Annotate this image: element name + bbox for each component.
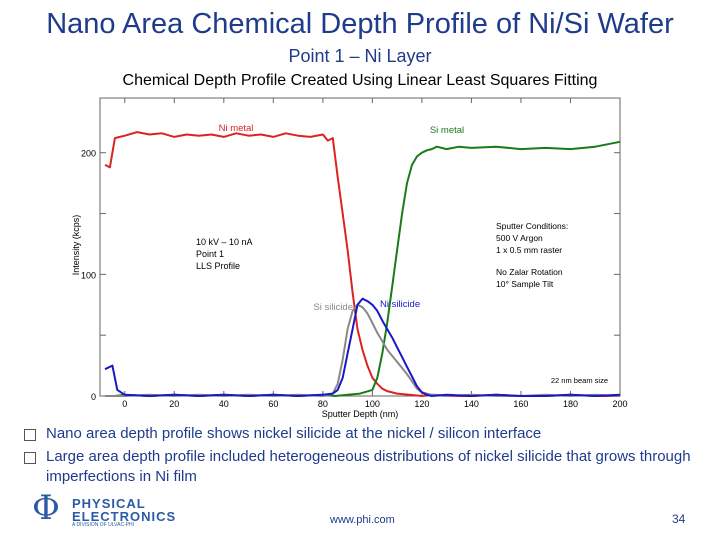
- chart-title: Chemical Depth Profile Created Using Lin…: [122, 72, 598, 89]
- y-tick-label: 100: [81, 270, 96, 280]
- series-line-ni-metal: [104, 131, 620, 397]
- conditions-annotation: 10 kV – 10 nA: [196, 237, 253, 247]
- slide-title: Nano Area Chemical Depth Profile of Ni/S…: [46, 8, 674, 40]
- company-logo: Φ PHYSICAL ELECTRONICS A DIVISION OF ULV…: [32, 488, 192, 532]
- conditions-annotation: Point 1: [196, 249, 224, 259]
- series-label-ni-silicide: Ni silicide: [380, 299, 420, 310]
- x-tick-label: 100: [365, 399, 380, 409]
- logo-text-line3: A DIVISION OF ULVAC-PHI: [72, 522, 135, 528]
- logo-text-line2: ELECTRONICS: [72, 509, 177, 524]
- sample-tilt-annotation: No Zalar Rotation: [496, 267, 563, 277]
- logo-text-line1: PHYSICAL: [72, 496, 146, 511]
- sputter-conditions-annotation: 500 V Argon: [496, 233, 543, 243]
- checkbox-bullet-icon: [24, 452, 36, 464]
- x-tick-label: 60: [268, 399, 278, 409]
- bullet-text: Nano area depth profile shows nickel sil…: [46, 425, 542, 442]
- x-axis-label: Sputter Depth (nm): [322, 409, 399, 419]
- checkbox-bullet-icon: [24, 429, 36, 441]
- x-tick-label: 20: [169, 399, 179, 409]
- slide-subtitle: Point 1 – Ni Layer: [288, 46, 432, 66]
- footer-url[interactable]: www.phi.com: [330, 514, 395, 526]
- x-tick-label: 80: [318, 399, 328, 409]
- sputter-conditions-annotation: 1 x 0.5 mm raster: [496, 245, 562, 255]
- bullet-list: Nano area depth profile shows nickel sil…: [20, 424, 710, 490]
- bullet-item: Nano area depth profile shows nickel sil…: [20, 424, 710, 444]
- x-tick-label: 40: [219, 399, 229, 409]
- x-tick-label: 140: [464, 399, 479, 409]
- x-tick-label: 200: [612, 399, 627, 409]
- depth-profile-chart: 0 20 40 60 80 100 120 140 160 180 200 0 100 200 Sputte…: [71, 97, 628, 419]
- x-tick-label: 0: [122, 399, 127, 409]
- x-tick-label: 160: [513, 399, 528, 409]
- y-tick-label: 0: [91, 392, 96, 402]
- sputter-conditions-annotation: Sputter Conditions:: [496, 221, 568, 231]
- y-axis-label: Intensity (kcps): [71, 215, 81, 276]
- series-label-ni-metal: Ni metal: [219, 123, 254, 134]
- series-label-si-metal: Si metal: [430, 125, 464, 136]
- sample-tilt-annotation: 10° Sample Tilt: [496, 279, 554, 289]
- page-number: 34: [672, 512, 686, 526]
- x-tick-label: 120: [414, 399, 429, 409]
- series-label-si-silicide: Si silicide: [313, 302, 353, 313]
- beam-size-annotation: 22 nm beam size: [551, 376, 608, 385]
- bullet-text: Large area depth profile included hetero…: [46, 448, 691, 485]
- bullet-item: Large area depth profile included hetero…: [20, 447, 710, 487]
- x-tick-label: 180: [563, 399, 578, 409]
- conditions-annotation: LLS Profile: [196, 261, 240, 271]
- plot-frame: [99, 97, 621, 397]
- series-line-ni-silicide: [104, 297, 621, 397]
- phi-logo-icon: Φ: [32, 488, 60, 528]
- y-tick-label: 200: [81, 149, 96, 159]
